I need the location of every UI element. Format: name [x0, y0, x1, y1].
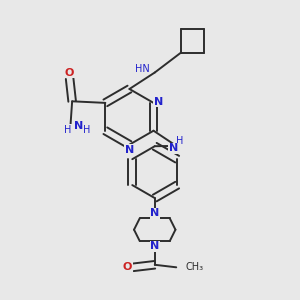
Text: N: N — [154, 97, 163, 106]
Text: N: N — [169, 143, 178, 153]
Text: N: N — [150, 241, 159, 251]
Text: CH₃: CH₃ — [185, 262, 203, 272]
Text: N: N — [150, 208, 159, 218]
Text: H: H — [64, 125, 72, 135]
Text: O: O — [123, 262, 132, 272]
Text: H: H — [83, 125, 91, 135]
Text: HN: HN — [135, 64, 150, 74]
Text: N: N — [125, 145, 134, 155]
Text: N: N — [74, 121, 83, 131]
Text: O: O — [65, 68, 74, 78]
Text: H: H — [176, 136, 183, 146]
